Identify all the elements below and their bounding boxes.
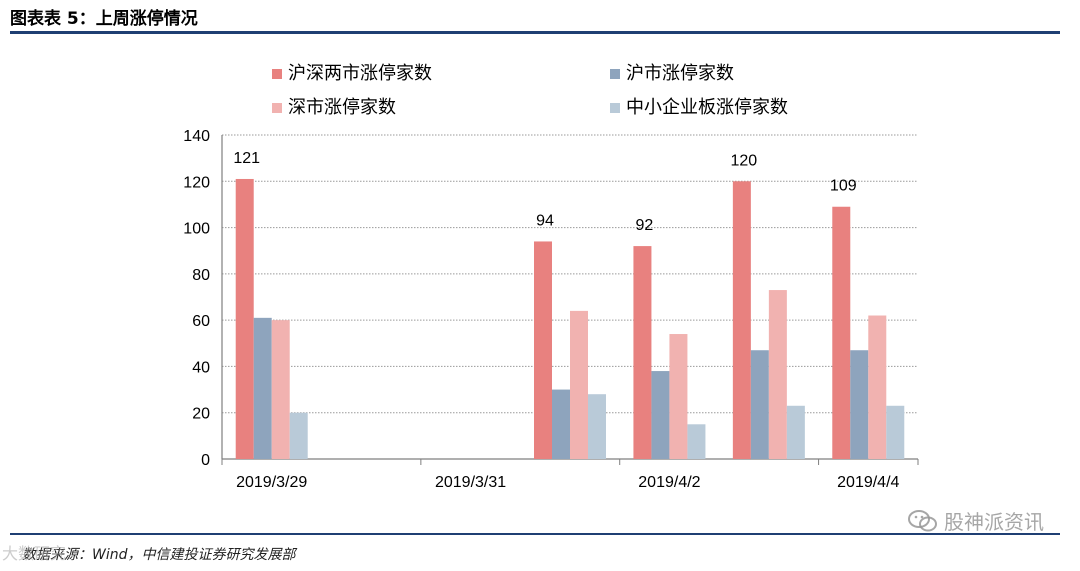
bar-4 <box>886 405 905 459</box>
bar-2 <box>552 389 570 459</box>
y-tick-label: 20 <box>192 406 210 423</box>
watermark-left: 大数研究 <box>2 544 67 563</box>
figure-title: 图表表 5：上周涨停情况 <box>10 9 198 29</box>
bar-4 <box>687 424 706 459</box>
bar-4 <box>588 394 606 459</box>
x-tick-label: 2019/4/4 <box>837 474 899 491</box>
data-label: 120 <box>731 152 758 169</box>
legend-swatch <box>610 69 620 79</box>
y-tick-label: 60 <box>192 313 210 330</box>
bar-2 <box>651 371 670 459</box>
data-label: 92 <box>636 217 654 234</box>
y-tick-label: 100 <box>183 221 210 238</box>
legend-label: 深市涨停家数 <box>288 97 396 118</box>
bar-1 <box>534 241 552 459</box>
bar-2 <box>750 350 769 459</box>
source-note: 数据来源：Wind，中信建投证券研究发展部 <box>22 547 296 563</box>
y-tick-label: 80 <box>192 267 210 284</box>
bar-3 <box>669 334 688 459</box>
data-label: 109 <box>830 178 857 195</box>
bar-1 <box>235 178 254 459</box>
data-label: 94 <box>536 212 554 229</box>
bar-1 <box>832 206 851 459</box>
y-tick-label: 120 <box>183 174 210 191</box>
bar-1 <box>732 181 751 460</box>
watermark-text: 股神派资讯 <box>944 510 1044 534</box>
y-tick-label: 0 <box>201 452 210 469</box>
y-tick-label: 40 <box>192 359 210 376</box>
legend-label: 沪深两市涨停家数 <box>288 63 432 84</box>
legend-label: 沪市涨停家数 <box>626 63 734 84</box>
bar-4 <box>786 405 805 459</box>
legend-swatch <box>272 69 282 79</box>
footer-rule <box>10 533 1060 535</box>
legend-label: 中小企业板涨停家数 <box>626 97 788 118</box>
x-tick-label: 2019/4/2 <box>638 474 700 491</box>
x-tick-label: 2019/3/29 <box>236 474 307 491</box>
bar-chart: 0 20 40 60 80 100 120 140 121 94 92 120 109 2019/3/29… <box>183 63 919 491</box>
bar-3 <box>271 320 290 459</box>
legend-swatch <box>272 103 282 113</box>
bar-4 <box>289 412 308 459</box>
bar-3 <box>868 315 887 459</box>
watermark: 股神派资讯 <box>908 506 1044 535</box>
bar-1 <box>633 246 652 459</box>
legend-swatch <box>610 103 620 113</box>
y-tick-label: 140 <box>183 128 210 145</box>
bar-3 <box>570 310 588 459</box>
bar-2 <box>253 317 272 459</box>
bar-2 <box>850 350 869 459</box>
x-tick-label: 2019/3/31 <box>435 474 506 491</box>
data-label: 121 <box>233 150 260 167</box>
wechat-icon <box>908 509 937 531</box>
title-rule <box>10 31 1060 34</box>
bar-3 <box>768 290 787 459</box>
